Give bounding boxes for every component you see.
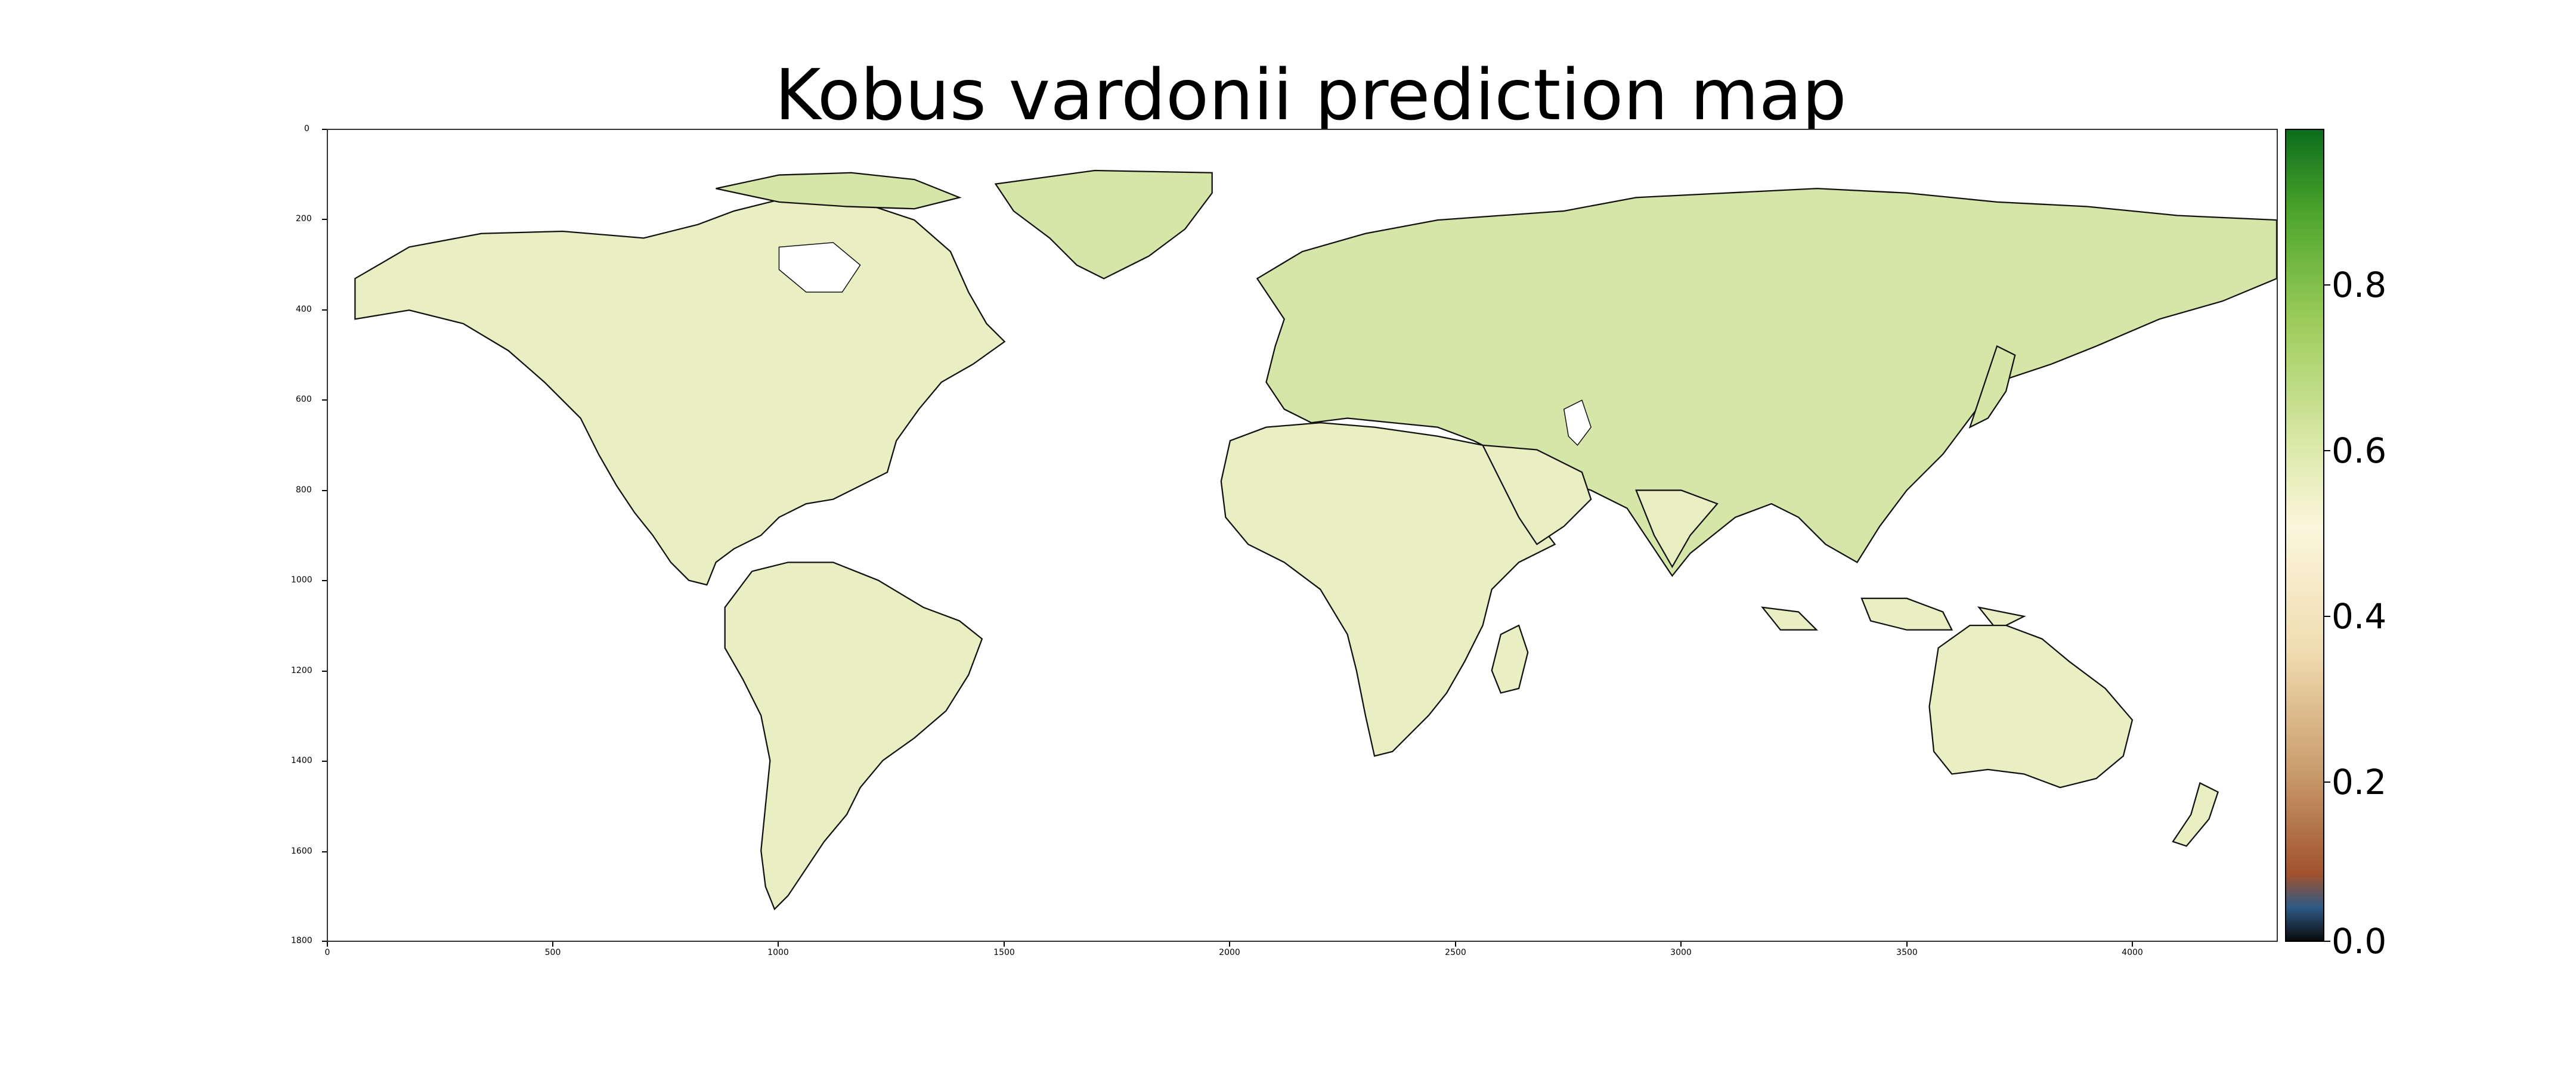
y-tick-mark	[322, 399, 327, 401]
landmass-south-america	[724, 562, 983, 911]
y-tick-mark	[322, 851, 327, 852]
y-tick-label: 200	[296, 214, 312, 224]
x-tick-label: 3500	[1896, 948, 1918, 957]
colorbar	[2285, 129, 2324, 942]
y-tick-mark	[322, 671, 327, 672]
colorbar-tick	[2324, 941, 2330, 942]
x-tick-label: 4000	[2122, 948, 2143, 957]
y-tick-mark	[322, 490, 327, 491]
landmass-japan	[1968, 345, 2016, 429]
colorbar-label: 0.6	[2332, 430, 2387, 471]
x-tick-mark	[1455, 942, 1456, 947]
colorbar-label: 0.2	[2332, 762, 2387, 802]
x-tick-mark	[2132, 942, 2133, 947]
landmass-eurasia	[1256, 188, 2277, 577]
map-title: Kobus vardonii prediction map	[775, 54, 1847, 136]
colorbar-tick	[2324, 782, 2330, 783]
x-tick-label: 1500	[993, 948, 1015, 957]
y-tick-mark	[322, 580, 327, 581]
colorbar-tick	[2324, 450, 2330, 451]
landmass-southeast-asia	[1760, 597, 2026, 631]
colorbar-tick	[2324, 284, 2330, 286]
x-tick-label: 1000	[767, 948, 789, 957]
y-tick-label: 800	[296, 485, 312, 495]
landmass-arabia	[1481, 444, 1592, 545]
y-tick-mark	[322, 309, 327, 311]
colorbar-label: 0.0	[2332, 921, 2387, 962]
colorbar-label: 0.4	[2332, 596, 2387, 637]
x-tick-mark	[1680, 942, 1682, 947]
x-tick-mark	[1229, 942, 1230, 947]
x-tick-mark	[552, 942, 553, 947]
landmass-new-zealand	[2172, 782, 2219, 847]
y-tick-mark	[322, 761, 327, 762]
y-tick-label: 1000	[291, 575, 312, 585]
caspian-sea	[1563, 399, 1592, 446]
landmass-north-america	[354, 197, 1006, 586]
map-plot-area	[327, 129, 2278, 942]
y-tick-label: 0	[304, 124, 309, 134]
x-tick-mark	[327, 942, 328, 947]
x-tick-label: 500	[544, 948, 561, 957]
y-tick-mark	[322, 941, 327, 942]
x-tick-mark	[1004, 942, 1005, 947]
y-tick-mark	[322, 219, 327, 220]
landmass-africa	[1220, 421, 1556, 757]
landmass-australia	[1928, 624, 2134, 789]
landmass-madagascar	[1491, 624, 1529, 694]
y-tick-label: 1600	[291, 846, 312, 856]
colorbar-tick	[2324, 616, 2330, 617]
x-tick-label: 2000	[1219, 948, 1240, 957]
x-tick-mark	[778, 942, 779, 947]
colorbar-label: 0.8	[2332, 265, 2387, 305]
y-tick-label: 1200	[291, 666, 312, 675]
x-tick-label: 2500	[1445, 948, 1466, 957]
landmass-arctic-islands	[716, 172, 962, 210]
y-tick-label: 600	[296, 395, 312, 404]
y-tick-label: 400	[296, 305, 312, 314]
x-tick-mark	[1906, 942, 1908, 947]
y-tick-label: 1800	[291, 936, 312, 945]
x-tick-label: 3000	[1670, 948, 1692, 957]
y-tick-label: 1400	[291, 756, 312, 765]
y-tick-mark	[322, 129, 327, 130]
x-tick-label: 0	[324, 948, 330, 957]
landmass-greenland	[994, 169, 1213, 280]
hudson-bay	[778, 242, 861, 293]
world-map	[354, 169, 2277, 911]
landmass-india	[1635, 489, 1719, 569]
